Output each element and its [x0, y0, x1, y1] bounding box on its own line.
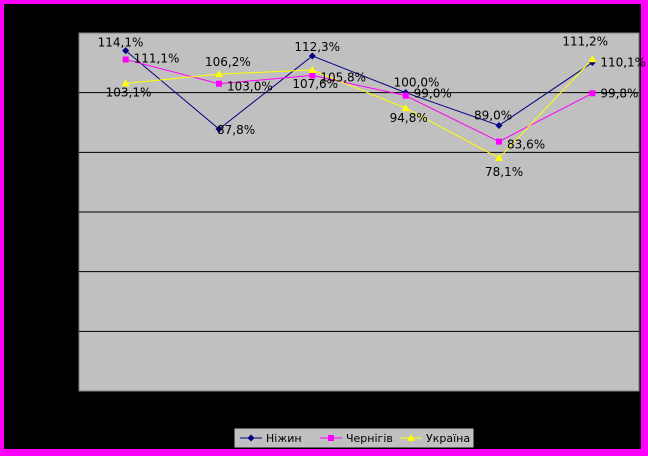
- square-marker: [589, 90, 596, 97]
- legend: Ніжин Чернігів Україна: [233, 427, 475, 449]
- square-marker: [402, 92, 409, 99]
- data-label: 111,2%: [562, 34, 608, 48]
- legend-label: Україна: [426, 432, 470, 445]
- diamond-marker: [122, 47, 130, 55]
- x-tick-label: 2006: [205, 407, 233, 418]
- y-tick-label: 40,0%: [36, 268, 68, 279]
- diamond-marker: [495, 121, 503, 129]
- data-label: 89,0%: [474, 108, 512, 122]
- x-axis-ticks: 2005 2006 2007 2008 2009 2010: [112, 407, 607, 418]
- series-line: [125, 59, 593, 143]
- y-tick-label: 20,0%: [36, 327, 68, 338]
- square-marker: [216, 80, 222, 87]
- triangle-marker: [308, 65, 317, 73]
- triangle-marker: [495, 154, 503, 162]
- x-tick-label: 2010: [578, 407, 606, 418]
- square-marker: [496, 138, 502, 145]
- triangle-marker: [407, 434, 415, 441]
- data-labels: 114,1% 87,8% 112,3% 100,0% 89,0% 110,1% 111,1%…: [98, 34, 646, 179]
- y-tick-label: 100,0%: [30, 89, 68, 100]
- data-label: 100,0%: [394, 76, 440, 90]
- diamond-marker: [247, 434, 255, 442]
- x-tick-label: 2008: [392, 407, 420, 418]
- data-label: 99,8%: [600, 86, 638, 100]
- y-axis-ticks: 0,0% 20,0% 40,0% 60,0% 80,0% 100,0% 120,0%: [30, 29, 68, 398]
- triangle-marker: [121, 79, 130, 87]
- triangle-marker: [588, 55, 597, 63]
- diamond-marker: [308, 52, 316, 60]
- legend-box: [233, 427, 475, 449]
- data-label: 106,2%: [205, 55, 251, 69]
- data-label: 112,3%: [294, 40, 340, 54]
- square-marker: [309, 72, 316, 79]
- data-label: 99,0%: [414, 87, 452, 101]
- data-label: 103,1%: [106, 85, 152, 99]
- series-markers: [121, 47, 597, 162]
- data-label: 110,1%: [600, 56, 646, 70]
- series-lines: [125, 50, 593, 159]
- x-tick-label: 2007: [298, 407, 326, 418]
- legend-label: Ніжин: [266, 432, 302, 445]
- y-tick-label: 60,0%: [36, 208, 68, 219]
- data-label: 107,6%: [292, 77, 338, 91]
- data-label: 94,8%: [390, 111, 428, 125]
- y-tick-label: 0,0%: [43, 387, 68, 398]
- gridlines: [79, 92, 639, 332]
- y-tick-label: 80,0%: [36, 148, 68, 159]
- square-marker: [122, 56, 129, 63]
- square-marker: [328, 435, 334, 441]
- triangle-marker: [401, 104, 410, 112]
- y-tick-label: 120,0%: [30, 29, 68, 40]
- x-tick-label: 2009: [485, 407, 513, 418]
- diamond-marker: [215, 125, 223, 133]
- data-label: 78,1%: [485, 165, 523, 179]
- data-label: 111,1%: [134, 52, 180, 66]
- data-label: 83,6%: [507, 138, 545, 152]
- series-line: [125, 58, 593, 159]
- series-line: [125, 50, 593, 130]
- data-label: 114,1%: [98, 36, 144, 50]
- data-label: 87,8%: [217, 123, 255, 137]
- legend-label: Чернігів: [346, 432, 393, 445]
- data-label: 103,0%: [227, 80, 273, 94]
- x-tick-label: 2005: [112, 407, 140, 418]
- data-label: 105,8%: [320, 70, 366, 84]
- triangle-marker: [215, 70, 223, 78]
